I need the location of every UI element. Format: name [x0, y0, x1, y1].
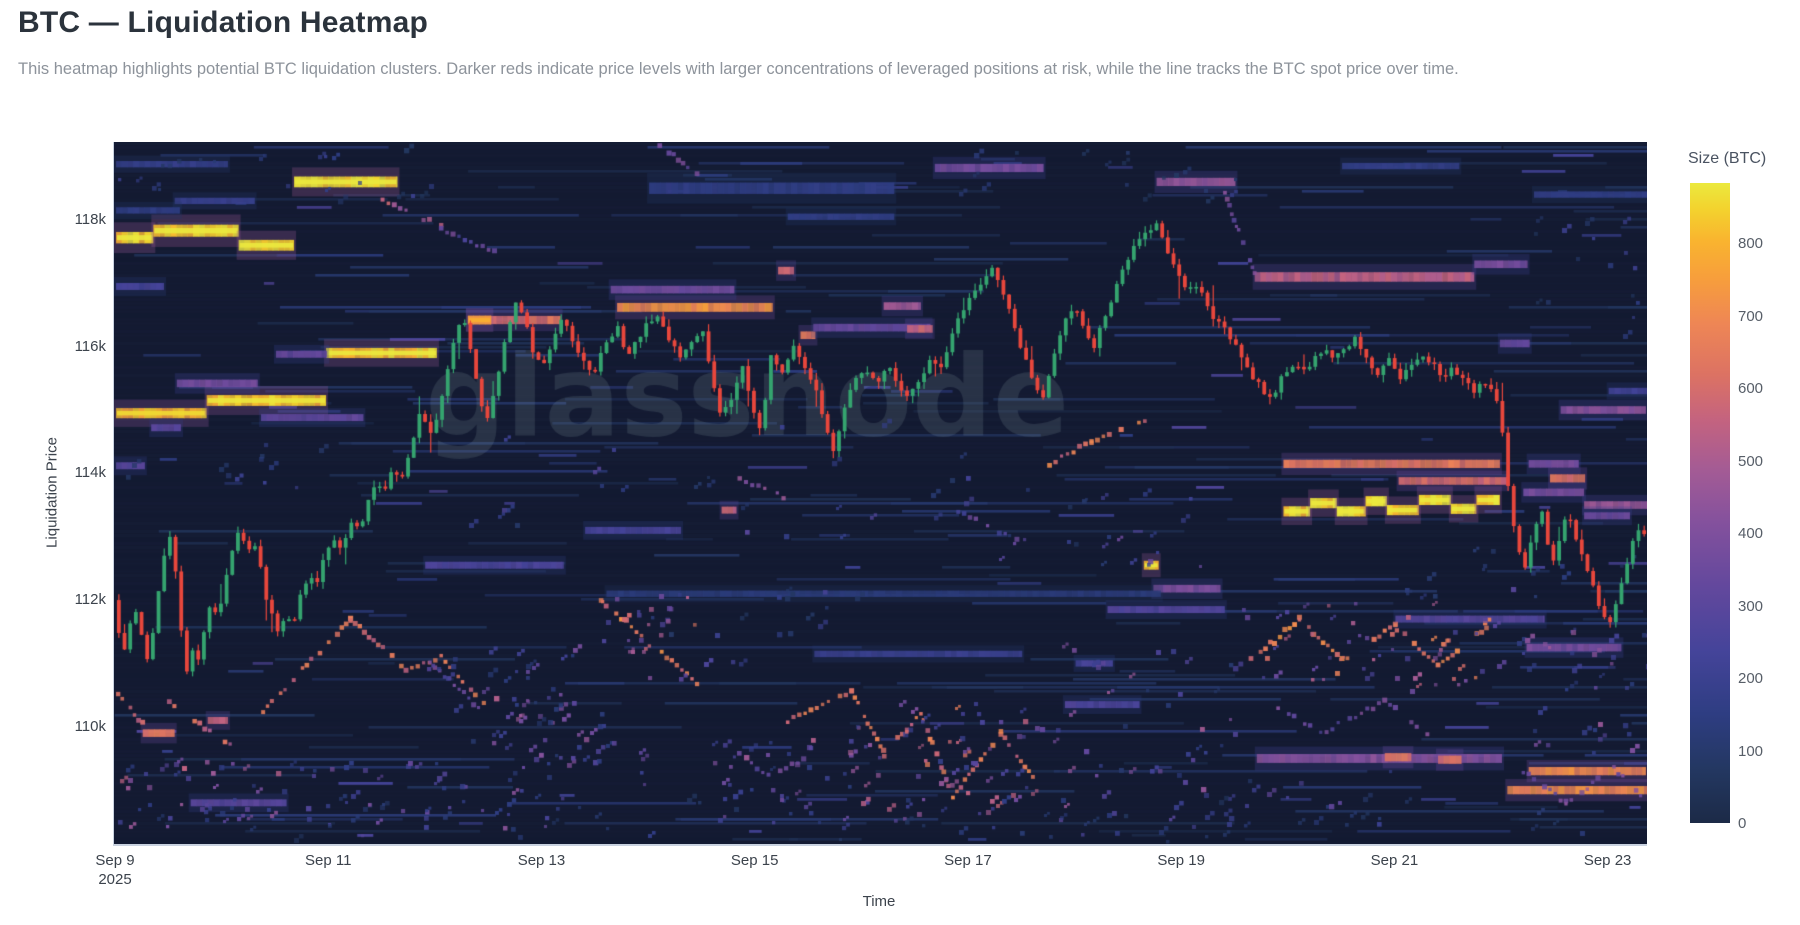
page-title: BTC — Liquidation Heatmap [18, 6, 428, 39]
x-tick-label: Sep 17 [944, 852, 992, 869]
colorbar-tick-label: 200 [1738, 670, 1764, 688]
colorbar-tick-label: 500 [1738, 452, 1764, 470]
colorbar-tick-label: 300 [1738, 597, 1764, 615]
colorbar-tick-label: 400 [1738, 525, 1764, 543]
x-tick-label: Sep 13 [517, 852, 566, 869]
y-tick-label: 118k [74, 210, 106, 228]
x-tick-label: Sep 23 [1583, 852, 1632, 869]
y-tick-label: 110k [74, 717, 106, 735]
colorbar-tick-label: 100 [1738, 742, 1764, 760]
colorbar-title: Size (BTC) [1688, 150, 1767, 167]
colorbar-tick-label: 0 [1738, 815, 1747, 832]
y-tick-label: 114k [74, 464, 106, 482]
y-axis-title: Liquidation Price [43, 437, 61, 548]
liquidation-heatmap-plot [113, 142, 1647, 846]
x-tick-label: Sep 15 [730, 852, 779, 869]
x-axis-title: Time [862, 893, 896, 910]
colorbar-tick-label: 800 [1738, 235, 1764, 253]
y-tick-label: 112k [74, 591, 106, 609]
x-tick-label: Sep 21 [1370, 852, 1419, 869]
colorbar-gradient [1690, 183, 1730, 823]
colorbar-tick-label: 700 [1738, 307, 1764, 325]
x-tick-label: Sep 11 [305, 852, 352, 869]
x-tick-label: Sep 9 2025 [95, 852, 135, 888]
y-tick-label: 116k [74, 337, 106, 355]
heatmap-canvas[interactable] [114, 142, 1647, 844]
colorbar-tick-label: 600 [1738, 380, 1764, 398]
x-tick-label: Sep 19 [1157, 852, 1205, 869]
page-subtitle: This heatmap highlights potential BTC li… [18, 60, 1459, 78]
